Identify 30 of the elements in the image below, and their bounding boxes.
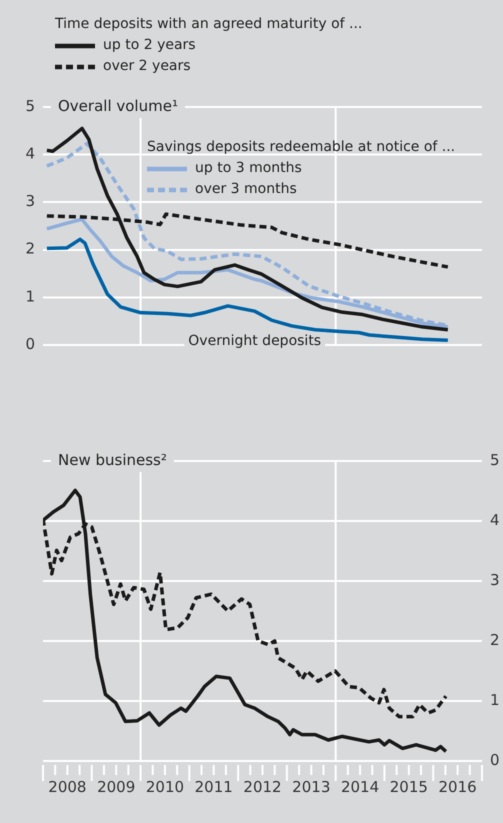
series-label: Overnight deposits (188, 332, 322, 349)
legend-label: over 2 years (103, 57, 191, 76)
x-tick-label: 2011 (194, 778, 233, 796)
y2-tick-label: 3 (490, 570, 500, 589)
y-tick-label: 2 (25, 240, 35, 258)
x-tick-label: 2015 (390, 778, 428, 796)
x-tick-label: 2013 (292, 778, 330, 796)
chart-title: New business² (58, 450, 167, 469)
y-tick-label: 5 (25, 96, 35, 115)
legend-label: over 3 months (195, 180, 297, 199)
y-tick-label: 0 (25, 334, 35, 353)
x-tick-label: 2008 (48, 778, 86, 796)
y-tick-label: 3 (25, 192, 35, 210)
y2-tick-label: 1 (490, 690, 500, 709)
y2-tick-label: 2 (490, 630, 500, 649)
x-tick-label: 2010 (146, 778, 184, 796)
x-tick-label: 2009 (97, 778, 136, 796)
x-tick-label: 2014 (340, 778, 380, 796)
legend-label: up to 3 months (195, 159, 302, 178)
legend-label: up to 2 years (103, 36, 196, 55)
chart-title: Overall volume¹ (58, 96, 178, 115)
x-tick-label: 2016 (438, 778, 477, 796)
legend-title: Time deposits with an agreed maturity of ... (55, 15, 362, 34)
y2-tick-label: 4 (490, 510, 500, 529)
y-tick-label: 4 (25, 144, 35, 162)
y2-tick-label: 5 (490, 450, 500, 469)
y2-tick-label: 0 (490, 750, 500, 769)
x-tick-label: 2012 (243, 778, 282, 796)
y-tick-label: 1 (25, 287, 35, 306)
annotation: Savings deposits redeemable at notice of ... (147, 138, 456, 157)
